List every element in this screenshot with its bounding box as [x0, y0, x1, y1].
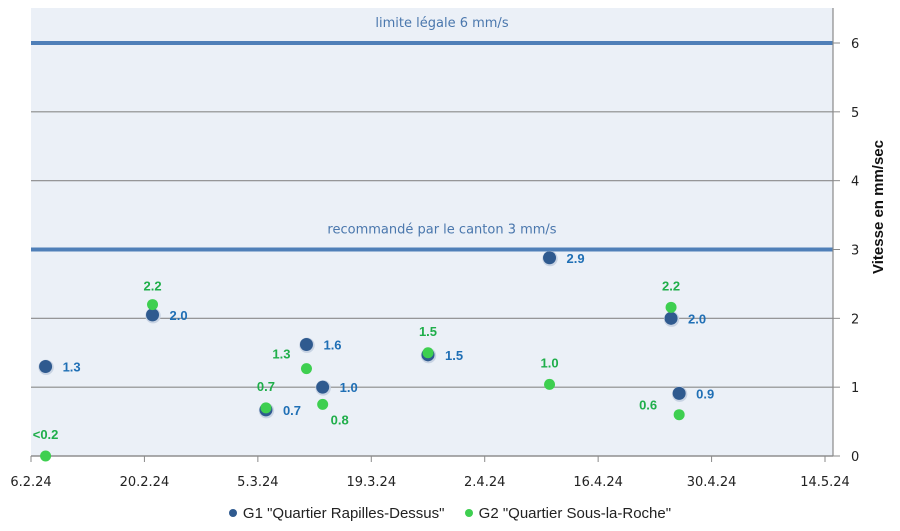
data-label-g1: 1.0	[340, 380, 358, 395]
x-tick-label: 6.2.24	[10, 475, 51, 490]
data-label-g2: 2.2	[143, 279, 161, 294]
x-tick-label: 2.4.24	[464, 475, 505, 490]
data-label-g2: 2.2	[662, 278, 680, 293]
data-point-g1	[39, 360, 53, 374]
data-point-g2	[544, 378, 556, 390]
legend-label-g2: G2 "Quartier Sous-la-Roche"	[478, 505, 672, 522]
data-label-g2: 1.3	[272, 347, 290, 362]
data-label-g1: 1.3	[63, 360, 81, 375]
data-point-g2	[422, 347, 434, 359]
reference-line-label: recommandé par le canton 3 mm/s	[327, 223, 556, 238]
data-points: 1.3 2.0 0.7 1.6 1.0 1.5 2.9 2.0 0.9 <0.2 2.2 0.7 1.3…	[33, 251, 714, 462]
legend-label-g1: G1 "Quartier Rapilles-Dessus"	[242, 505, 445, 522]
data-label-g2: <0.2	[33, 427, 59, 442]
data-point-g2	[147, 299, 159, 311]
data-label-g2: 1.0	[540, 355, 558, 370]
data-point-g1	[316, 380, 330, 394]
data-label-g2: 0.6	[639, 398, 657, 413]
data-label-g1: 1.6	[323, 337, 341, 352]
data-point-g2	[673, 409, 685, 421]
data-point-g2	[40, 450, 52, 462]
x-tick-label: 20.2.24	[120, 475, 170, 490]
data-point-g2	[300, 363, 312, 375]
legend-item-g2[interactable]: G2 "Quartier Sous-la-Roche"	[464, 505, 672, 522]
x-tick-label: 5.3.24	[237, 475, 278, 490]
data-label-g1: 2.0	[688, 311, 706, 326]
y-tick-label: 4	[851, 175, 859, 190]
data-point-g1	[299, 337, 313, 351]
x-tick-label: 16.4.24	[573, 475, 623, 490]
y-tick-label: 0	[851, 450, 859, 465]
data-label-g1: 2.9	[567, 251, 585, 266]
x-tick-label: 19.3.24	[346, 475, 396, 490]
data-label-g2: 0.8	[331, 412, 349, 427]
data-label-g1: 0.9	[696, 386, 714, 401]
data-point-g2	[260, 402, 272, 414]
y-tick-label: 5	[851, 106, 859, 121]
y-tick-label: 6	[851, 37, 859, 52]
data-point-g1	[664, 311, 678, 325]
data-point-g1	[543, 251, 557, 265]
legend: G1 "Quartier Rapilles-Dessus" G2 "Quarti…	[0, 505, 900, 522]
data-label-g2: 1.5	[419, 324, 437, 339]
legend-marker-g1	[228, 509, 237, 518]
reference-line-label: limite légale 6 mm/s	[375, 16, 508, 31]
plot-area	[31, 8, 833, 456]
y-tick-label: 2	[851, 312, 859, 327]
data-point-g1	[672, 386, 686, 400]
legend-marker-g2	[464, 509, 473, 518]
data-label-g1: 2.0	[170, 308, 188, 323]
data-point-g2	[665, 301, 677, 313]
data-label-g1: 1.5	[445, 348, 463, 363]
reference-lines: limite légale 6 mm/s recommandé par le ca…	[31, 16, 833, 252]
x-tick-label: 30.4.24	[687, 475, 737, 490]
axes: 0 1 2 3 4 5 6 6.2.24 20.2.24 5.3.24 19.3.24 2.4.24 1…	[10, 8, 859, 490]
x-tick-label: 14.5.24	[800, 475, 850, 490]
data-point-g1	[146, 308, 160, 322]
data-point-g2	[317, 398, 329, 410]
data-label-g1: 0.7	[283, 403, 301, 418]
data-label-g2: 0.7	[257, 379, 275, 394]
y-tick-label: 1	[851, 381, 859, 396]
y-axis-title: Vitesse en mm/sec	[870, 140, 887, 274]
y-tick-label: 3	[851, 244, 859, 259]
legend-item-g1[interactable]: G1 "Quartier Rapilles-Dessus"	[228, 505, 445, 522]
